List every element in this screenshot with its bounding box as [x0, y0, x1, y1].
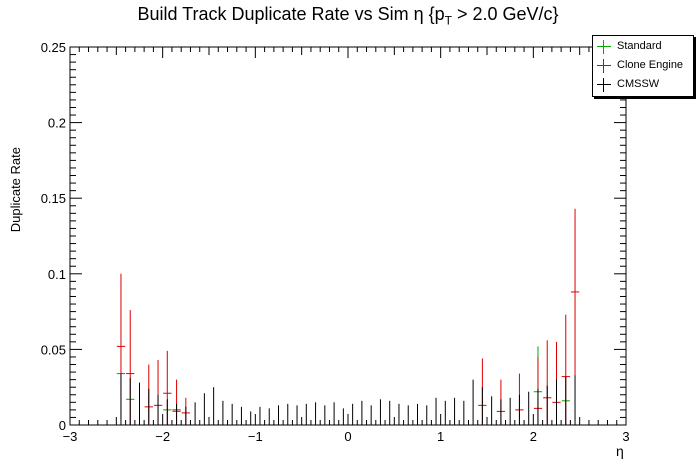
legend: Standard Clone Engine CMSSW: [592, 35, 694, 97]
x-tick-label: 0: [344, 429, 351, 444]
legend-label-standard: Standard: [617, 40, 662, 52]
legend-label-cmssw: CMSSW: [617, 78, 660, 90]
x-tick-label: 2: [530, 429, 537, 444]
legend-marker-standard: [597, 40, 611, 54]
y-tick-label: 0.25: [41, 40, 66, 55]
y-tick-label: 0.2: [48, 116, 66, 131]
plot-frame: [69, 46, 627, 426]
y-axis-label: Duplicate Rate: [8, 147, 23, 233]
x-tick-label: 3: [622, 429, 629, 444]
x-tick-label: −2: [155, 429, 170, 444]
legend-marker-clone-engine: [597, 59, 611, 73]
y-tick-label: 0.15: [41, 191, 66, 206]
y-tick-label: 0.05: [41, 342, 66, 357]
x-axis-label: η: [616, 443, 624, 459]
x-tick-label: −3: [63, 429, 78, 444]
chart-title-tail: > 2.0 GeV/c}: [451, 4, 559, 24]
legend-marker-cmssw: [597, 78, 611, 92]
y-tick-label: 0.1: [48, 267, 66, 282]
legend-item-clone-engine: Clone Engine: [595, 57, 693, 75]
legend-item-standard: Standard: [595, 38, 693, 56]
legend-label-clone-engine: Clone Engine: [617, 59, 684, 71]
chart-title-main: Build Track Duplicate Rate vs Sim η {p: [137, 4, 445, 24]
chart-title-subscript: T: [444, 13, 452, 28]
chart-title: Build Track Duplicate Rate vs Sim η {pT …: [0, 4, 696, 28]
legend-item-cmssw: CMSSW: [595, 76, 693, 94]
y-tick-label: 0: [59, 418, 66, 433]
x-tick-label: −1: [248, 429, 263, 444]
x-tick-label: 1: [437, 429, 444, 444]
